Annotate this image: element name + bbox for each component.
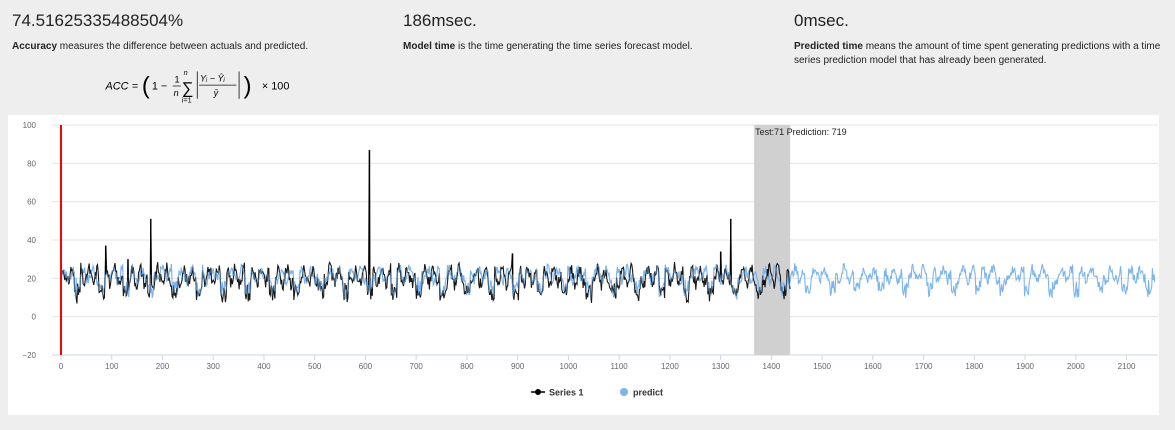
test-highlight-band <box>754 125 791 355</box>
formula-sum-bottom: i=1 <box>182 95 192 104</box>
model-time-value: 186msec. <box>403 11 477 30</box>
accuracy-term: Accuracy <box>12 41 58 52</box>
x-tick-label: 1000 <box>560 362 578 371</box>
x-tick-label: 1500 <box>813 362 831 371</box>
y-tick-label: 80 <box>27 159 36 168</box>
formula-lparen: ( <box>142 73 150 99</box>
x-tick-label: 2100 <box>1118 362 1136 371</box>
x-tick-label: 1200 <box>661 362 679 371</box>
predicted-time-term: Predicted time <box>794 41 863 52</box>
accuracy-description: Accuracy measures the difference between… <box>12 40 372 54</box>
x-tick-label: 0 <box>59 362 64 371</box>
x-tick-label: 800 <box>460 362 474 371</box>
formula-abs-den: ȳ <box>213 88 219 98</box>
test-prediction-annotation: Test:71 Prediction: 719 <box>755 127 847 137</box>
series-1-line <box>60 149 791 304</box>
legend-predict-label: predict <box>633 388 663 398</box>
formula-abs-num: Yᵢ − Ŷᵢ <box>200 73 226 83</box>
legend-series-1-label: Series 1 <box>549 388 584 398</box>
x-tick-label: 500 <box>308 362 322 371</box>
predicted-time-desc-text: means the amount of time spent generatin… <box>794 41 1161 66</box>
x-tick-label: 400 <box>257 362 271 371</box>
y-tick-label: −20 <box>22 351 36 360</box>
x-tick-label: 1700 <box>915 362 933 371</box>
legend-series-1-dot <box>535 389 541 395</box>
metrics-header: 74.51625335488504% Accuracy measures the… <box>0 0 1175 110</box>
x-tick-label: 1800 <box>965 362 983 371</box>
formula-tail: × 100 <box>262 81 290 93</box>
model-time-term: Model time <box>403 41 456 52</box>
x-tick-label: 100 <box>105 362 119 371</box>
x-tick-label: 2000 <box>1067 362 1085 371</box>
formula-rparen: ) <box>244 73 252 99</box>
predicted-time-description: Predicted time means the amount of time … <box>794 40 1164 68</box>
legend-predict-dot <box>620 388 628 396</box>
predicted-time-metric: 0msec. Predicted time means the amount o… <box>794 10 1164 68</box>
accuracy-desc-text: measures the difference between actuals … <box>57 41 309 52</box>
model-time-description: Model time is the time generating the ti… <box>403 40 763 54</box>
y-tick-label: 0 <box>32 313 37 322</box>
x-tick-label: 1300 <box>712 362 730 371</box>
x-tick-label: 1400 <box>762 362 780 371</box>
x-tick-label: 1600 <box>864 362 882 371</box>
x-tick-label: 200 <box>156 362 170 371</box>
formula-one: 1 − <box>152 81 167 93</box>
y-tick-label: 100 <box>23 121 37 130</box>
x-tick-label: 600 <box>359 362 373 371</box>
formula-sum: ∑ <box>182 79 194 97</box>
formula-equals: = <box>132 81 138 93</box>
accuracy-metric: 74.51625335488504% Accuracy measures the… <box>12 10 372 54</box>
formula-lhs: ACC <box>104 81 128 93</box>
y-tick-label: 20 <box>27 274 36 283</box>
x-tick-label: 900 <box>511 362 525 371</box>
x-tick-label: 700 <box>410 362 424 371</box>
formula-sum-top: n <box>184 68 188 77</box>
model-time-desc-text: is the time generating the time series f… <box>455 41 693 52</box>
predicted-time-value: 0msec. <box>794 11 849 30</box>
predict-series-overlay <box>60 263 794 301</box>
y-tick-label: 60 <box>27 198 36 207</box>
accuracy-value: 74.51625335488504% <box>12 11 184 30</box>
x-tick-label: 1100 <box>611 362 629 371</box>
formula-frac-den: n <box>174 88 179 98</box>
x-tick-label: 300 <box>207 362 221 371</box>
formula-frac-num: 1 <box>175 74 180 84</box>
chart-panel: −20 0 20 40 60 80 100 0 100 200 300 400 500 600 700 800… <box>8 115 1159 415</box>
x-tick-label: 1900 <box>1016 362 1034 371</box>
chart-legend: Series 1 predict <box>531 388 663 398</box>
y-tick-label: 40 <box>27 236 36 245</box>
accuracy-formula: ACC = ( 1 − 1 n n ∑ i=1 Yᵢ − Ŷᵢ ȳ ) × 10… <box>104 68 290 104</box>
model-time-metric: 186msec. Model time is the time generati… <box>403 10 763 54</box>
